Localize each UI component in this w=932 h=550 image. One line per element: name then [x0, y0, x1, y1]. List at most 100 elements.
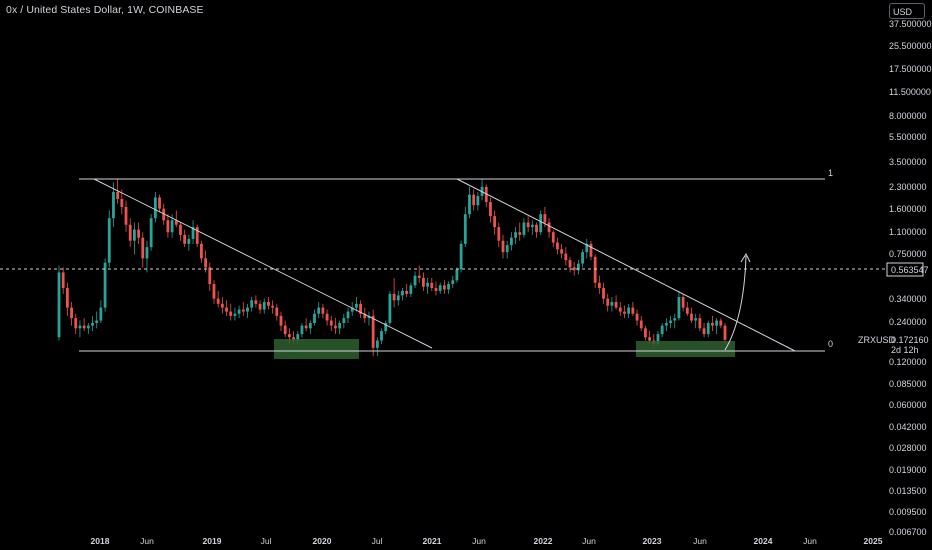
- x-tick-label: Jul: [372, 536, 383, 546]
- last-price-badge: [886, 262, 924, 277]
- candle-body: [711, 323, 714, 326]
- candle-body: [610, 302, 614, 306]
- current-price-value: 0.172160: [891, 335, 929, 345]
- currency-selector-button[interactable]: USD: [889, 3, 925, 19]
- x-tick-label: 2025: [864, 536, 883, 546]
- candle-body: [254, 300, 258, 304]
- y-tick-label: 3.500000: [889, 157, 927, 167]
- candle-body: [664, 323, 668, 326]
- chart-title: 0x / United States Dollar, 1W, COINBASE: [6, 4, 204, 16]
- candle-body: [463, 214, 467, 244]
- candle-body: [179, 224, 182, 235]
- candle-body: [329, 320, 333, 326]
- candle-body: [279, 315, 283, 326]
- candle-body: [112, 191, 115, 219]
- candle-body: [434, 288, 438, 291]
- candle-body: [308, 323, 312, 329]
- candle-body: [509, 237, 513, 246]
- candle-body: [681, 297, 685, 308]
- candle-body: [317, 307, 321, 314]
- y-tick-label: 37.500000: [889, 19, 932, 29]
- candle-body: [116, 191, 120, 199]
- x-tick-label: 2022: [534, 536, 553, 546]
- candle-body: [233, 313, 237, 316]
- candle-body: [204, 258, 208, 268]
- candle-body: [401, 290, 404, 296]
- candle-body: [618, 307, 622, 312]
- candle-body: [388, 293, 392, 324]
- candle-body: [216, 298, 220, 304]
- candle-body: [623, 311, 626, 314]
- candle-body: [141, 237, 145, 259]
- candle-body: [107, 218, 111, 263]
- x-tick-label: 2021: [423, 536, 442, 546]
- candle-body: [191, 227, 195, 239]
- projection-arrow-curve: [724, 255, 747, 351]
- y-tick-label: 25.500000: [889, 41, 932, 51]
- candle-body: [644, 328, 647, 338]
- candle-body: [271, 305, 275, 308]
- candle-body: [338, 323, 342, 329]
- candle-body: [472, 194, 476, 206]
- candle-body: [568, 260, 572, 268]
- candle-body: [304, 325, 308, 329]
- candle-body: [677, 297, 681, 319]
- candle-body: [526, 222, 530, 228]
- candle-body: [170, 220, 174, 233]
- candle-body: [384, 323, 388, 332]
- candle-body: [447, 284, 450, 290]
- candle-body: [413, 275, 417, 286]
- candle-body: [195, 227, 199, 244]
- y-tick-label: 0.013500: [889, 486, 927, 496]
- candle-body: [593, 256, 597, 283]
- level-label-top: 1: [828, 168, 833, 178]
- candle-body: [225, 307, 228, 312]
- candle-body: [585, 243, 589, 253]
- candle-body: [685, 307, 689, 314]
- candle-body: [547, 222, 551, 233]
- x-tick-label: 2023: [643, 536, 662, 546]
- candle-body: [91, 323, 94, 326]
- candle-body: [145, 247, 149, 259]
- candle-body: [61, 272, 65, 289]
- candle-body: [325, 313, 329, 321]
- candle-body: [560, 249, 564, 254]
- candle-body: [132, 229, 136, 241]
- y-tick-label: 17.500000: [889, 64, 932, 74]
- x-tick-label: Jun: [693, 536, 707, 546]
- candle-body: [241, 309, 245, 312]
- descending-trendline-2: [456, 178, 796, 352]
- x-tick-label: 2018: [91, 536, 110, 546]
- candle-body: [300, 325, 304, 335]
- candle-body: [698, 318, 702, 329]
- accumulation-zone-left: [274, 339, 359, 359]
- candle-body: [229, 311, 233, 316]
- candle-body: [74, 318, 78, 329]
- candle-body: [246, 307, 249, 312]
- candle-body: [57, 272, 61, 338]
- candle-body: [283, 325, 287, 335]
- candle-body: [405, 290, 409, 294]
- candle-body: [103, 262, 107, 308]
- y-tick-label: 0.042000: [889, 422, 927, 432]
- candle-body: [183, 234, 187, 244]
- candle-body: [296, 334, 300, 341]
- candle-body: [354, 303, 358, 308]
- candle-body: [396, 295, 400, 301]
- candle-body: [476, 196, 480, 206]
- candle-body: [417, 275, 421, 278]
- candle-body: [158, 197, 161, 209]
- candle-body: [346, 311, 350, 319]
- candle-body: [648, 337, 652, 341]
- bar-countdown: 2d 12h: [891, 345, 919, 355]
- candle-body: [287, 334, 291, 338]
- candle-body: [589, 243, 593, 257]
- candle-body: [581, 252, 584, 264]
- candle-body: [409, 285, 413, 294]
- candle-body: [82, 325, 86, 329]
- y-tick-label: 0.085000: [889, 379, 927, 389]
- y-tick-label: 0.240000: [889, 317, 927, 327]
- y-tick-label: 0.060000: [889, 400, 927, 410]
- y-tick-label: 0.009500: [889, 507, 927, 517]
